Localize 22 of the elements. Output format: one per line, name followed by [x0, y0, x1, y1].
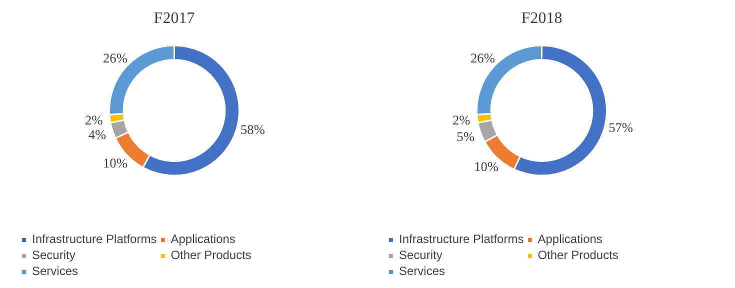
legend-label: Services: [399, 264, 446, 278]
legend-label: Applications: [538, 232, 602, 246]
legend-label: Other Products: [538, 248, 618, 262]
legend-label: Applications: [170, 232, 236, 246]
data-label: 2%: [452, 112, 470, 128]
chart-title: F2017: [154, 10, 195, 27]
legend-label: Security: [399, 248, 442, 262]
chart-title: F2018: [521, 10, 562, 27]
data-label: 10%: [474, 159, 499, 174]
legend-label: Services: [32, 264, 78, 278]
data-label: 2%: [85, 112, 103, 128]
legend-label: Infrastructure Platforms: [399, 232, 524, 246]
legend-label: Security: [32, 248, 76, 262]
data-label: 26%: [102, 50, 128, 66]
data-label: 26%: [470, 50, 495, 66]
data-label: 5%: [456, 129, 474, 144]
data-label: 10%: [102, 156, 128, 171]
data-label: 58%: [240, 122, 265, 138]
data-label: 4%: [88, 126, 106, 142]
legend-label: Other Products: [170, 248, 252, 262]
legend-label: Infrastructure Platforms: [32, 232, 157, 246]
data-label: 57%: [608, 120, 634, 135]
